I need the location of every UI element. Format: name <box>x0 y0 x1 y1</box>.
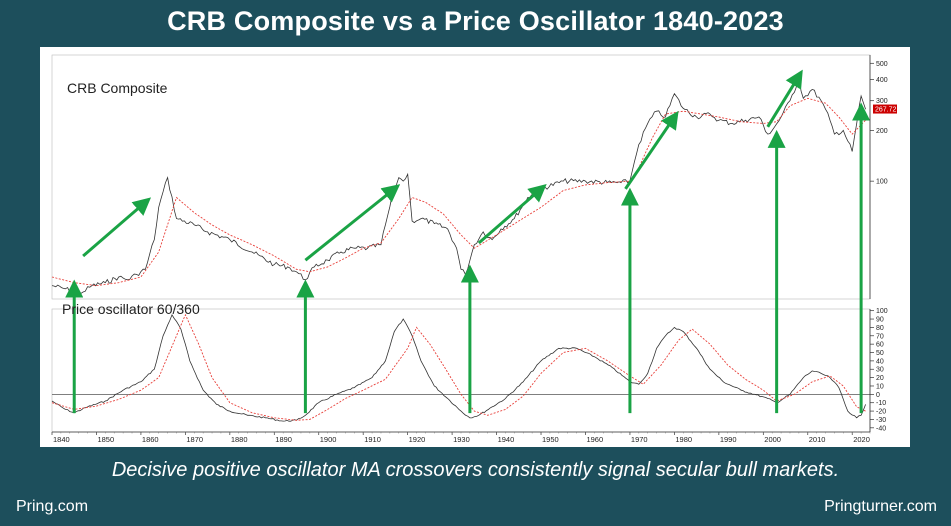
trend-arrow <box>304 184 401 262</box>
x-tick-label: 1950 <box>542 435 559 444</box>
footer-left-credit: Pring.com <box>16 498 89 515</box>
chart-area: 100 200 300 400 500 267.72 100 90 80 70 60 50 40 30 20… <box>40 47 910 447</box>
x-tick-label: 1920 <box>409 435 426 444</box>
price-panel-frame <box>51 54 871 300</box>
oscillator-y-tick-label: 70 <box>876 333 884 340</box>
x-tick-label: 1870 <box>186 435 203 444</box>
oscillator-y-tick-label: 50 <box>876 350 884 357</box>
x-tick-label: 1980 <box>675 435 692 444</box>
price-series-line <box>51 78 866 294</box>
x-tick-label: 1930 <box>453 435 470 444</box>
trend-arrow <box>82 197 152 258</box>
oscillator-y-tick-label: 40 <box>876 358 884 365</box>
x-tick-label: 1890 <box>275 435 292 444</box>
price-y-tick-label: 400 <box>876 77 888 84</box>
oscillator-y-tick-label: 20 <box>876 375 884 382</box>
x-tick-label: 1910 <box>364 435 381 444</box>
x-tick-label: 2020 <box>853 435 870 444</box>
oscillator-series-line <box>51 314 866 422</box>
x-tick-label: 2010 <box>809 435 826 444</box>
oscillator-y-tick-label: 100 <box>876 308 888 315</box>
price-y-tick-label: 200 <box>876 128 888 135</box>
x-tick-label: 1900 <box>320 435 337 444</box>
x-tick-label: 1880 <box>231 435 248 444</box>
x-tick-label: 2000 <box>764 435 781 444</box>
price-y-tick-label: 300 <box>876 98 888 105</box>
oscillator-y-tick-label: -40 <box>876 425 886 432</box>
oscillator-panel-frame <box>51 308 871 433</box>
oscillator-y-tick-label: 30 <box>876 367 884 374</box>
oscillator-panel-label: Price oscillator 60/360 <box>62 301 200 317</box>
chart-svg: 100200300400500267.721009080706050403020… <box>51 54 897 444</box>
trend-arrow <box>477 183 547 245</box>
x-tick-label: 1960 <box>586 435 603 444</box>
x-tick-label: 1970 <box>631 435 648 444</box>
chart-title: CRB Composite vs a Price Oscillator 1840… <box>167 6 784 36</box>
x-tick-label: 1840 <box>53 435 70 444</box>
oscillator-y-tick-label: -20 <box>876 409 886 416</box>
price-panel-label: CRB Composite <box>67 80 168 96</box>
x-tick-label: 1860 <box>142 435 159 444</box>
trend-arrow <box>766 69 803 128</box>
price-moving-average-line <box>51 97 866 287</box>
trend-arrow <box>624 110 679 190</box>
oscillator-y-tick-label: -10 <box>876 400 886 407</box>
last-value-tag <box>873 104 897 114</box>
oscillator-y-tick-label: 80 <box>876 325 884 332</box>
price-y-tick-label: 500 <box>876 61 888 68</box>
oscillator-moving-average-line <box>51 313 866 421</box>
oscillator-y-tick-label: 0 <box>876 392 880 399</box>
oscillator-y-tick-label: -30 <box>876 417 886 424</box>
footer-right-credit: Pringturner.com <box>824 498 937 515</box>
chart-caption: Decisive positive oscillator MA crossove… <box>111 459 840 481</box>
oscillator-y-tick-label: 90 <box>876 317 884 324</box>
oscillator-y-tick-label: 10 <box>876 383 884 390</box>
x-tick-label: 1990 <box>720 435 737 444</box>
x-tick-label: 1940 <box>498 435 515 444</box>
x-tick-label: 1850 <box>97 435 114 444</box>
last-value-label: 267.72 <box>875 107 897 114</box>
oscillator-y-tick-label: 60 <box>876 342 884 349</box>
price-y-tick-label: 100 <box>876 179 888 186</box>
